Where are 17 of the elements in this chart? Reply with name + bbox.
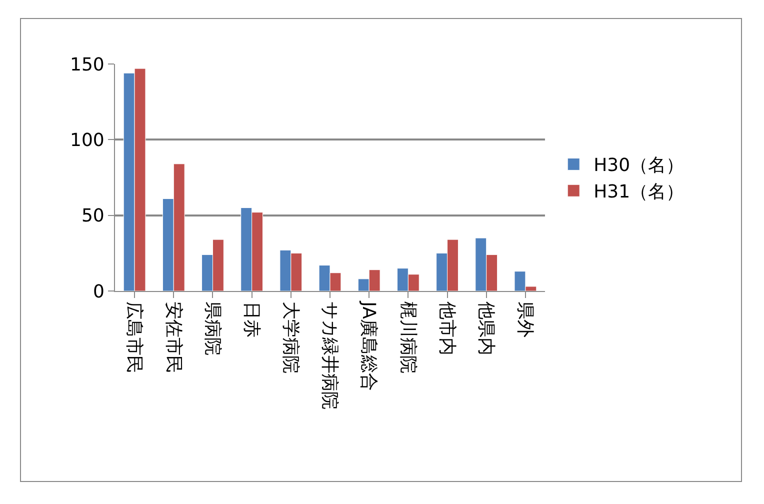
y-tick-label: 100 bbox=[70, 130, 104, 151]
legend-label: H30（名） bbox=[594, 155, 684, 176]
x-tick-label: 他県内 bbox=[476, 302, 497, 356]
x-tick-label: サカ緑井病院 bbox=[319, 302, 340, 410]
y-tick-label: 0 bbox=[92, 281, 104, 302]
x-tick-label: 日赤 bbox=[240, 302, 262, 338]
x-tick-label: JA廣島総合 bbox=[358, 300, 380, 391]
x-tick-label: 安佐市民 bbox=[162, 302, 184, 374]
x-tick-label: 梶川病院 bbox=[397, 302, 418, 374]
x-tick-label: 県病院 bbox=[202, 302, 223, 356]
x-tick-label: 他市内 bbox=[436, 302, 458, 356]
y-tick-label: 50 bbox=[81, 206, 104, 227]
x-tick-label: 広島市民 bbox=[124, 302, 145, 374]
legend-label: H31（名） bbox=[594, 182, 684, 203]
x-tick-label: 大学病院 bbox=[280, 302, 302, 374]
y-tick-label: 150 bbox=[70, 54, 104, 76]
x-tick-label: 県外 bbox=[514, 302, 536, 338]
